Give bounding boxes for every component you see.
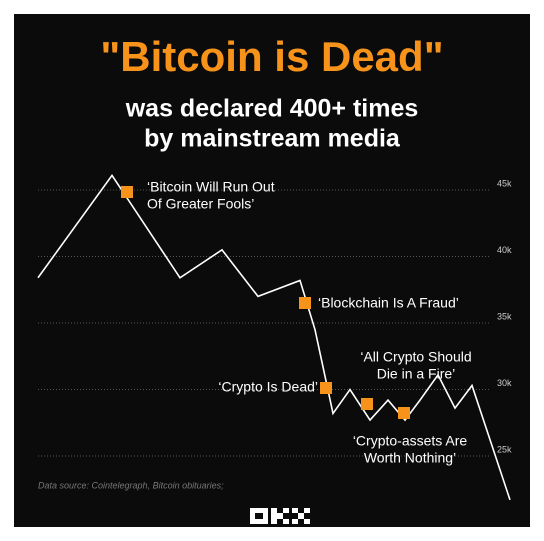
chart-title: "Bitcoin is Dead": [100, 33, 443, 80]
annotation: ‘Blockchain Is A Fraud’: [318, 295, 459, 311]
price-line: [37, 173, 511, 501]
annotation-marker: [398, 407, 410, 419]
background: [14, 14, 530, 527]
y-tick-label: 25k: [497, 444, 512, 454]
annotation-marker: [361, 398, 373, 410]
annotation: ‘Crypto-assets Are: [353, 433, 468, 449]
annotation-marker: [320, 382, 332, 394]
y-tick-label: 35k: [497, 311, 512, 321]
subtitle: by mainstream media: [144, 125, 401, 153]
logo: [250, 508, 310, 524]
source: Data source: Cointelegraph, Bitcoin obit…: [38, 480, 224, 490]
subtitle: was declared 400+ times: [125, 95, 419, 123]
y-tick-label: 30k: [497, 378, 512, 388]
annotation-marker: [121, 186, 133, 198]
annotation: ‘Crypto Is Dead’: [218, 379, 318, 395]
annotation: Worth Nothing’: [364, 450, 456, 466]
y-tick-label: 45k: [497, 178, 512, 188]
annotation: Die in a Fire’: [377, 366, 456, 382]
annotation: ‘Bitcoin Will Run Out: [147, 179, 275, 195]
annotation: Of Greater Fools’: [147, 196, 254, 212]
y-tick-label: 40k: [497, 245, 512, 255]
annotation: ‘All Crypto Should: [360, 349, 471, 365]
annotation-marker: [299, 297, 311, 309]
